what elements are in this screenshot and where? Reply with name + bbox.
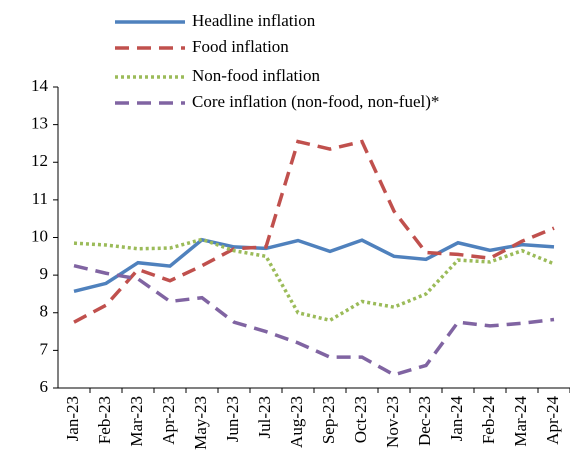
x-tick-label: Apr-23 — [159, 396, 178, 445]
x-tick-label: Mar-23 — [127, 396, 146, 447]
legend-label: Headline inflation — [192, 11, 316, 30]
x-tick-label: Dec-23 — [415, 396, 434, 446]
x-tick-label: Jan-24 — [447, 396, 466, 442]
x-tick-label: Jan-23 — [63, 396, 82, 441]
x-tick-label: May-23 — [191, 396, 210, 450]
series-line — [73, 237, 555, 323]
y-tick-label: 8 — [40, 302, 49, 321]
x-tick-label: Feb-24 — [479, 396, 498, 445]
legend-label: Core inflation (non-food, non-fuel)* — [192, 92, 439, 111]
series-line — [73, 264, 555, 377]
x-tick-label: Aug-23 — [287, 396, 306, 448]
x-tick-label: Jul-23 — [255, 396, 274, 439]
x-tick-label: Apr-24 — [543, 396, 562, 445]
y-tick-label: 12 — [31, 151, 48, 170]
y-tick-label: 13 — [31, 114, 48, 133]
y-tick-label: 10 — [31, 226, 48, 245]
x-tick-label: Nov-23 — [383, 396, 402, 448]
legend-label: Food inflation — [192, 37, 289, 56]
x-tick-label: Mar-24 — [511, 396, 530, 447]
y-tick-label: 7 — [40, 339, 49, 358]
y-tick-label: 11 — [32, 189, 48, 208]
legend-label: Non-food inflation — [192, 66, 320, 85]
x-tick-label: Feb-23 — [95, 396, 114, 444]
series-line — [73, 237, 555, 294]
x-tick-label: Jun-23 — [223, 396, 242, 442]
x-tick-label: Sep-23 — [319, 396, 338, 444]
y-tick-label: 9 — [40, 264, 49, 283]
y-tick-label: 6 — [40, 377, 49, 396]
y-tick-label: 14 — [31, 76, 49, 95]
x-tick-label: Oct-23 — [351, 396, 370, 443]
series-line — [73, 139, 555, 324]
